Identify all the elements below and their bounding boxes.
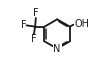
Text: OH: OH [75, 19, 89, 29]
Text: N: N [53, 44, 61, 54]
Text: F: F [31, 34, 37, 44]
Text: F: F [21, 20, 26, 30]
Text: F: F [33, 8, 39, 18]
